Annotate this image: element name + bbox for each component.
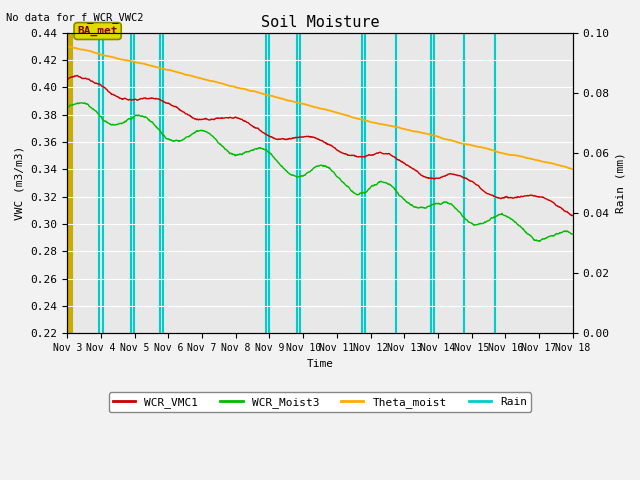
Text: BA_met: BA_met xyxy=(77,26,118,36)
Y-axis label: Rain (mm): Rain (mm) xyxy=(615,153,625,214)
Text: No data for f_WCR_VWC2: No data for f_WCR_VWC2 xyxy=(6,12,144,23)
X-axis label: Time: Time xyxy=(307,359,333,369)
Y-axis label: VWC (m3/m3): VWC (m3/m3) xyxy=(15,146,25,220)
Legend: WCR_VMC1, WCR_Moist3, Theta_moist, Rain: WCR_VMC1, WCR_Moist3, Theta_moist, Rain xyxy=(109,392,531,412)
Title: Soil Moisture: Soil Moisture xyxy=(260,15,380,30)
